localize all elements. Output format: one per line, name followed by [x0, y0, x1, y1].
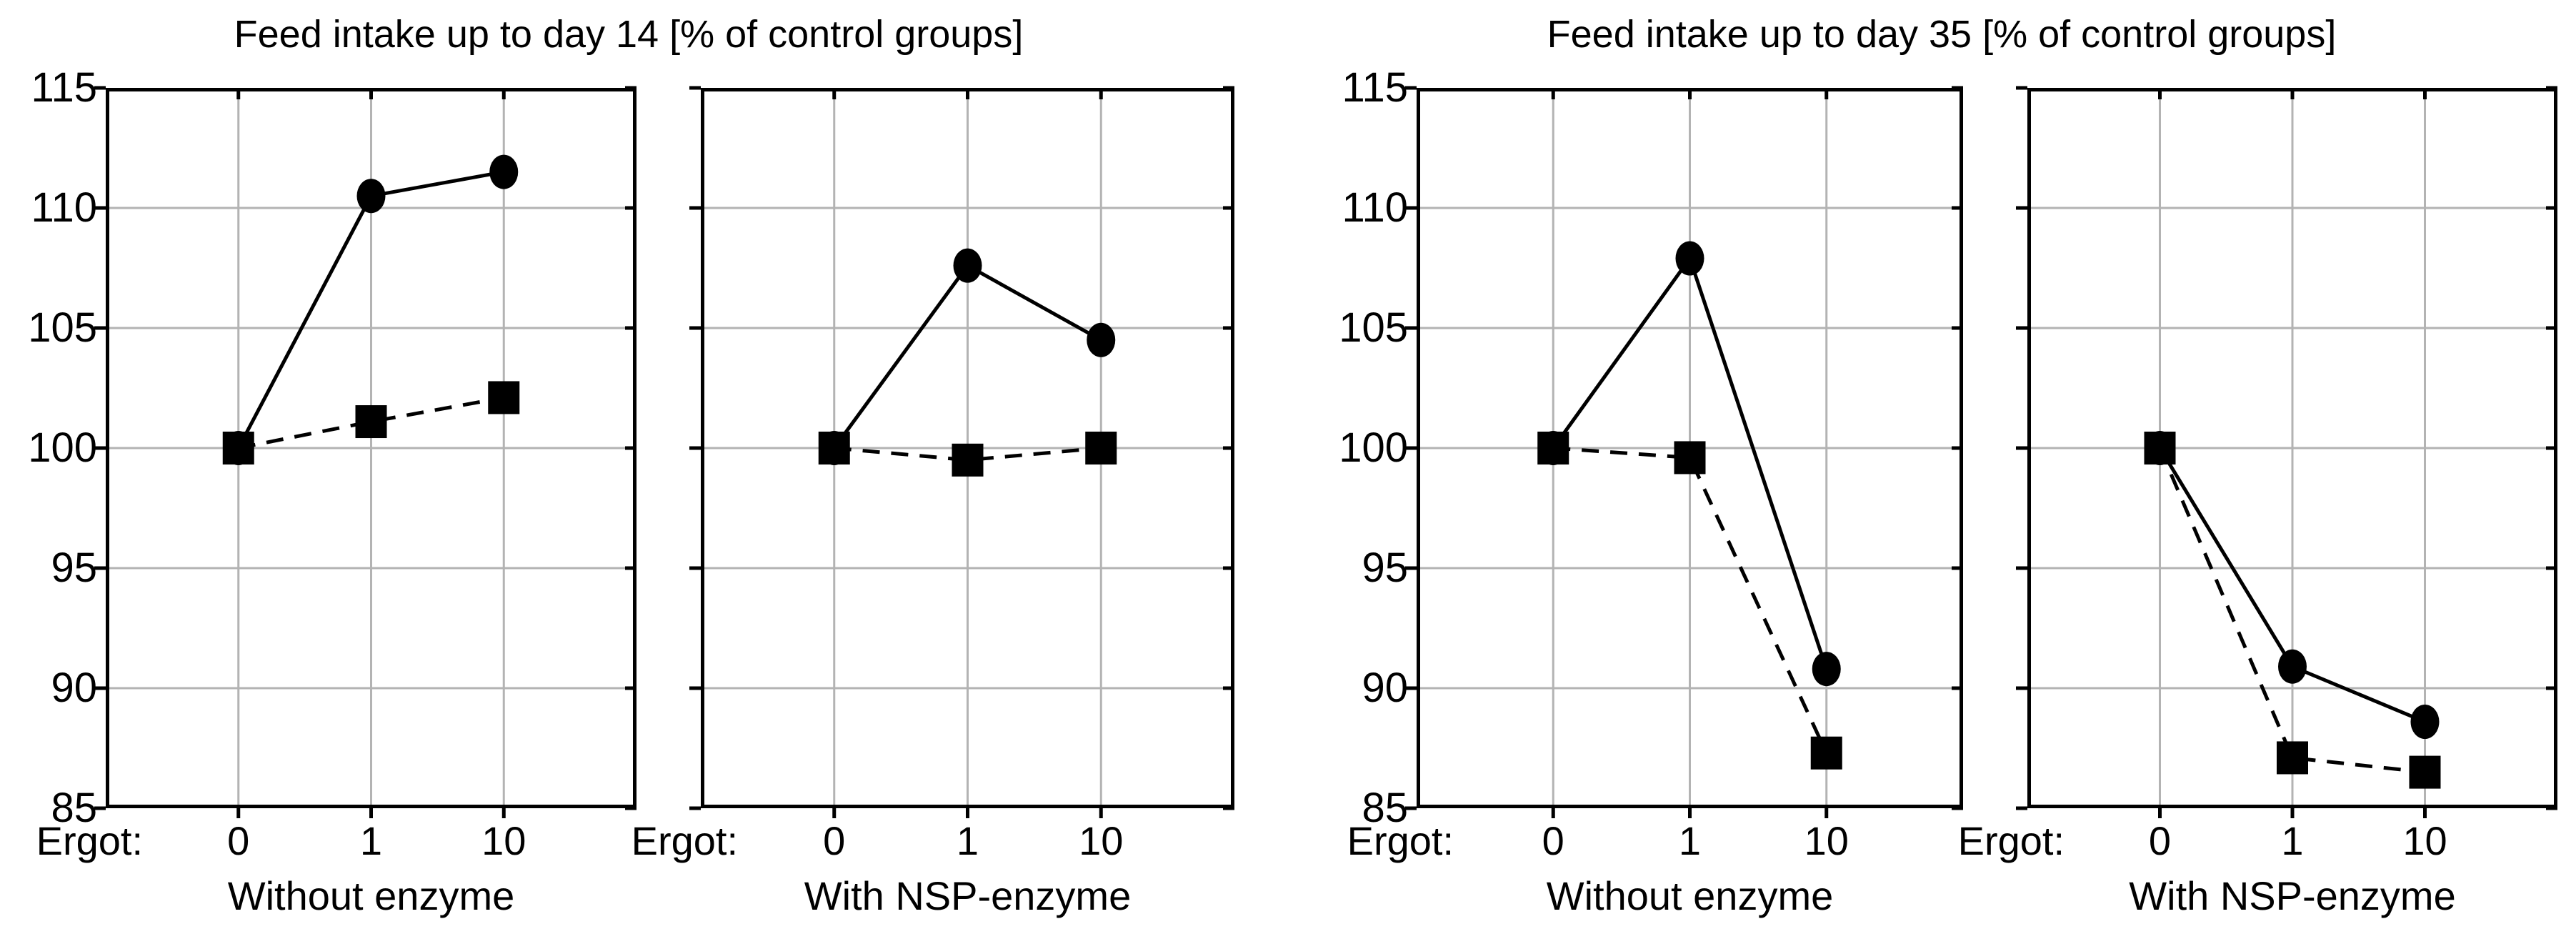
y-tick-label: 95: [51, 545, 97, 591]
circle-marker: [489, 154, 519, 189]
square-marker: [222, 432, 254, 464]
panel-day14-without-enzyme: [94, 86, 636, 818]
x-axis-prefix-ergot: Ergot:: [631, 818, 738, 863]
series-line-square: [238, 395, 504, 450]
square-marker: [355, 405, 387, 439]
panel-plot: [1405, 86, 1963, 818]
x-axis-label-with-nsp-enzyme: With NSP-enzyme: [2129, 873, 2456, 918]
square-marker: [1674, 441, 1706, 475]
chart-title-day35: Feed intake up to day 35 [% of control g…: [1547, 13, 2337, 56]
x-tick-label: 1: [956, 818, 979, 863]
square-marker: [1085, 432, 1117, 464]
square-marker: [952, 443, 984, 477]
square-marker: [488, 381, 520, 414]
circle-marker: [2278, 649, 2307, 684]
y-tick-label: 110: [31, 184, 97, 231]
panel-plot: [689, 86, 1234, 818]
x-axis-prefix-ergot: Ergot:: [1957, 818, 2065, 863]
y-tick-label: 105: [1339, 304, 1408, 351]
x-tick-label: 1: [2281, 818, 2304, 863]
square-marker: [1537, 432, 1569, 464]
circle-marker: [953, 248, 982, 283]
x-axis-label-with-nsp-enzyme: With NSP-enzyme: [804, 873, 1132, 918]
series-line-square: [834, 446, 1102, 462]
square-marker: [2409, 755, 2441, 789]
x-tick-label: 0: [1542, 818, 1564, 863]
y-tick-label: 115: [1342, 64, 1408, 111]
chart-title-day14: Feed intake up to day 14 [% of control g…: [234, 13, 1024, 56]
y-tick-label: 90: [1362, 665, 1408, 711]
x-tick-label: 10: [1079, 818, 1124, 863]
x-tick-label: 0: [2148, 818, 2172, 863]
x-tick-label: 1: [359, 818, 383, 863]
y-tick-label: 85: [1362, 785, 1408, 831]
square-marker: [818, 432, 850, 464]
square-marker: [2144, 432, 2176, 464]
circle-marker: [2410, 705, 2440, 740]
circle-marker: [1087, 322, 1116, 357]
y-tick-label: 110: [1342, 184, 1408, 231]
x-tick-label: 0: [823, 818, 846, 863]
y-tick-label: 95: [1362, 545, 1408, 591]
y-tick-label: 90: [51, 665, 97, 711]
x-tick-label: 1: [1678, 818, 1702, 863]
y-tick-label: 105: [28, 304, 97, 351]
x-tick-label: 10: [481, 818, 526, 863]
y-tick-label: 115: [31, 64, 97, 111]
x-tick-label: 10: [2402, 818, 2447, 863]
y-tick-label: 100: [28, 424, 97, 471]
panel-day35-with-nsp-enzyme: [2016, 86, 2557, 818]
x-axis-label-without-enzyme: Without enzyme: [227, 873, 515, 918]
circle-marker: [1675, 241, 1704, 276]
square-marker: [2277, 741, 2308, 775]
x-axis-prefix-ergot: Ergot:: [36, 818, 143, 863]
x-tick-label: 10: [1804, 818, 1849, 863]
x-axis-prefix-ergot: Ergot:: [1347, 818, 1454, 863]
square-marker: [1810, 736, 1842, 770]
x-axis-label-without-enzyme: Without enzyme: [1546, 873, 1834, 918]
panel-day14-with-nsp-enzyme: [689, 86, 1234, 818]
circle-marker: [356, 179, 386, 214]
y-tick-label: 85: [51, 785, 97, 831]
panel-day35-without-enzyme: [1405, 86, 1963, 818]
y-tick-label: 100: [1339, 424, 1408, 471]
panel-plot: [2016, 86, 2557, 818]
panel-plot: [94, 86, 636, 818]
circle-marker: [1812, 652, 1841, 687]
x-tick-label: 0: [227, 818, 250, 863]
series-line-square: [1553, 446, 1829, 754]
